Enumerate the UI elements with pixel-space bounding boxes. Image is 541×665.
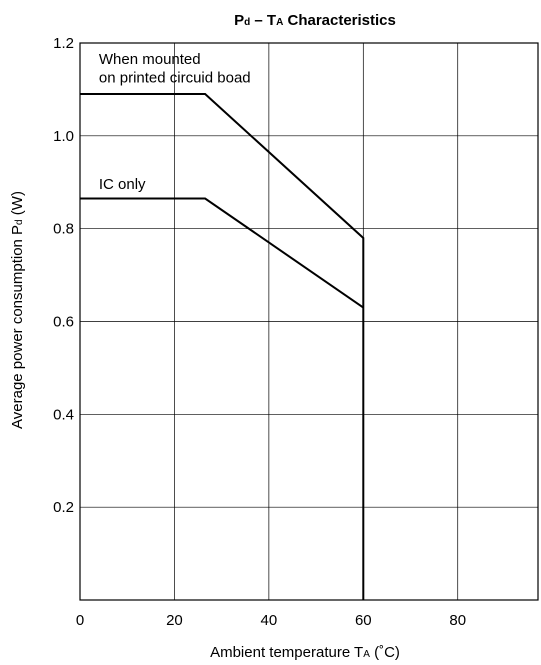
plot-frame <box>79 42 539 601</box>
y-tick-label-5: 1.2 <box>53 35 74 52</box>
y-axis-title-main: Average power consumption P <box>9 225 26 429</box>
x-axis-title-sub: A <box>363 649 370 660</box>
x-tick-label-4: 80 <box>449 612 466 629</box>
series-line-0 <box>80 93 365 600</box>
x-tick-label-2: 40 <box>261 612 278 629</box>
chart-title-part-1: P <box>234 12 244 29</box>
x-tick-label-3: 60 <box>355 612 372 629</box>
series-line-1 <box>80 197 364 309</box>
x-axis-title-main: Ambient temperature T <box>210 644 363 661</box>
chart-title-sub-2: A <box>276 17 283 28</box>
y-axis-title-sub: d <box>14 219 25 225</box>
y-tick-label-3: 0.8 <box>53 221 74 238</box>
annotation-mounted-line2: on printed circuid boad <box>99 69 251 86</box>
annotation-ic-only: IC only <box>99 176 146 193</box>
y-tick-label-4: 1.0 <box>53 128 74 145</box>
chart-title-sub-1: d <box>244 17 250 28</box>
annotation-mounted-line1: When mounted <box>99 51 201 68</box>
y-tick-label-0: 0.2 <box>53 499 74 516</box>
x-tick-label-1: 20 <box>166 612 183 629</box>
x-axis-title-suffix: (˚C) <box>370 644 400 661</box>
chart-title-part-3: Characteristics <box>283 12 396 29</box>
y-axis-title-suffix: (W) <box>9 191 26 219</box>
x-axis-title: Ambient temperature TA (˚C) <box>210 644 400 661</box>
chart-title-part-2: – T <box>250 12 276 29</box>
tick-labels: 0 20 40 60 80 0.2 0.4 0.6 0.8 1.0 1.2 <box>53 35 466 629</box>
y-tick-label-2: 0.6 <box>53 314 74 331</box>
y-tick-label-1: 0.4 <box>53 406 74 423</box>
grid-lines <box>80 43 538 600</box>
x-tick-label-0: 0 <box>76 612 84 629</box>
data-series <box>80 93 365 600</box>
y-axis-title: Average power consumption Pd (W) <box>9 191 26 429</box>
chart-title: Pd – TA Characteristics <box>234 12 396 29</box>
